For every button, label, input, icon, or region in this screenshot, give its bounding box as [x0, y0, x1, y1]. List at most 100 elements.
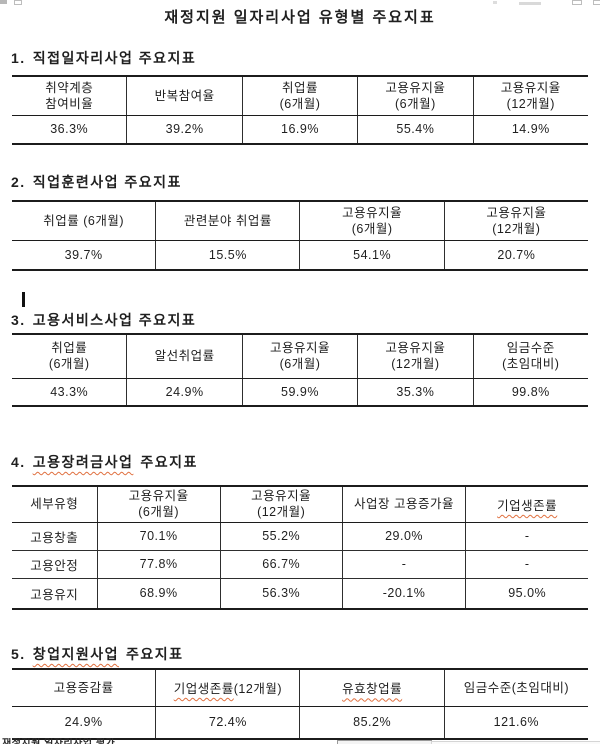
table-header-row: 취업률 (6개월) 관련분야 취업률 고용유지율 (6개월) 고용유지율 (12…	[12, 201, 588, 241]
footer-clipped-text: 재정지원 일자리사업 평가	[2, 738, 116, 744]
header-cell: 고용유지율 (6개월)	[96, 486, 221, 523]
data-cell: 29.0%	[341, 522, 467, 550]
data-cell: -	[465, 522, 588, 550]
data-cell: 77.8%	[96, 549, 221, 578]
row-category-cell: 고용안정	[12, 549, 98, 578]
horizontal-scrollbar-partial[interactable]	[431, 741, 600, 744]
header-cell: 취약계층 참여비율	[12, 76, 128, 116]
ruler-artifact	[493, 1, 497, 4]
header-misspelled: 기업생존률	[497, 498, 558, 513]
header-cell: 관련분야 취업률	[155, 201, 301, 241]
table-employment-services: 취업률 (6개월) 알선취업률 고용유지율 (6개월) 고용유지율 (12개월)…	[12, 333, 588, 407]
data-cell: 24.9%	[12, 706, 157, 739]
header-cell: 고용유지율 (6개월)	[299, 201, 445, 241]
data-cell: 68.9%	[96, 577, 221, 609]
bottom-tab-partial[interactable]	[337, 740, 432, 744]
table-header-row: 취약계층 참여비율 반복참여율 취업률 (6개월) 고용유지율 (6개월) 고용…	[12, 76, 588, 116]
header-cell: 고용유지율 (12개월)	[357, 334, 474, 379]
table-startup-support: 고용증감률 기업생존률(12개월) 유효창업률 임금수준(초임대비) 24.9%…	[12, 668, 588, 740]
table-employment-incentives: 세부유형 고용유지율 (6개월) 고용유지율 (12개월) 사업장 고용증가율 …	[12, 485, 588, 610]
heading-number: 5.	[11, 646, 26, 662]
table-vocational-training: 취업률 (6개월) 관련분야 취업률 고용유지율 (6개월) 고용유지율 (12…	[12, 200, 588, 271]
data-cell: 54.1%	[299, 240, 445, 270]
header-cell: 고용유지율 (6개월)	[357, 76, 474, 116]
data-cell: -20.1%	[341, 577, 467, 609]
ruler-artifact	[519, 2, 541, 5]
header-cell: 반복참여율	[126, 76, 243, 116]
header-cell: 취업률 (6개월)	[12, 201, 157, 241]
header-cell: 취업률 (6개월)	[12, 334, 128, 379]
heading-number: 4.	[11, 454, 26, 470]
heading-text: 주요지표	[140, 454, 198, 470]
table-header-row: 세부유형 고용유지율 (6개월) 고용유지율 (12개월) 사업장 고용증가율 …	[12, 486, 588, 523]
data-cell: 20.7%	[443, 240, 588, 270]
row-category-cell: 고용유지	[12, 577, 98, 609]
data-cell: 39.2%	[126, 115, 243, 144]
header-cell: 사업장 고용증가율	[341, 486, 467, 523]
heading-misspelled-word: 고용장려금사업	[32, 454, 134, 470]
data-cell: 43.3%	[12, 378, 128, 406]
section-heading-2: 2. 직업훈련사업 주요지표	[11, 172, 182, 192]
data-cell: 59.9%	[241, 378, 359, 406]
text-cursor	[22, 292, 25, 307]
section-heading-3: 3. 고용서비스사업 주요지표	[11, 310, 196, 330]
heading-text: 고용서비스사업 주요지표	[32, 312, 197, 328]
data-cell: 14.9%	[472, 115, 588, 144]
header-cell: 고용유지율 (12개월)	[472, 76, 588, 116]
ruler-artifact	[14, 0, 22, 5]
data-cell: 15.5%	[155, 240, 301, 270]
table-row: 24.9% 72.4% 85.2% 121.6%	[12, 706, 588, 739]
data-cell: -	[341, 549, 467, 578]
heading-text: 직업훈련사업 주요지표	[32, 174, 182, 190]
header-misspelled: 기업생존률	[173, 682, 234, 697]
page-title: 재정지원 일자리사업 유형별 주요지표	[164, 9, 436, 26]
header-cell: 기업생존률(12개월)	[155, 669, 301, 707]
data-cell: 36.3%	[12, 115, 128, 144]
ruler-artifact	[593, 0, 600, 5]
data-cell: 70.1%	[96, 522, 221, 550]
heading-misspelled-word: 창업지원사업	[32, 646, 119, 662]
header-cell: 알선취업률	[126, 334, 243, 379]
footer-strip: 재정지원 일자리사업 평가	[0, 738, 600, 744]
data-cell: 24.9%	[126, 378, 243, 406]
header-cell: 임금수준 (초임대비)	[472, 334, 588, 379]
row-category-cell: 고용창출	[12, 522, 98, 550]
section-heading-1: 1. 직접일자리사업 주요지표	[11, 48, 196, 68]
data-cell: 95.0%	[465, 577, 588, 609]
ruler-artifact	[572, 0, 582, 5]
table-row: 고용유지 68.9% 56.3% -20.1% 95.0%	[12, 577, 588, 609]
heading-number: 3.	[11, 312, 26, 328]
heading-number: 2.	[11, 174, 26, 190]
table-row: 39.7% 15.5% 54.1% 20.7%	[12, 240, 588, 270]
data-cell: 121.6%	[443, 706, 588, 739]
data-cell: 56.3%	[219, 577, 343, 609]
header-cell: 고용유지율 (12개월)	[443, 201, 588, 241]
data-cell: 16.9%	[241, 115, 359, 144]
table-header-row: 취업률 (6개월) 알선취업률 고용유지율 (6개월) 고용유지율 (12개월)…	[12, 334, 588, 379]
header-cell: 취업률 (6개월)	[241, 76, 359, 116]
table-row: 고용창출 70.1% 55.2% 29.0% -	[12, 522, 588, 550]
data-cell: 39.7%	[12, 240, 157, 270]
heading-number: 1.	[11, 50, 26, 66]
table-row: 43.3% 24.9% 59.9% 35.3% 99.8%	[12, 378, 588, 406]
header-cell: 세부유형	[12, 486, 98, 523]
header-cell: 고용유지율 (12개월)	[219, 486, 343, 523]
heading-text: 주요지표	[125, 646, 184, 662]
data-cell: 85.2%	[299, 706, 445, 739]
section-heading-4: 4. 고용장려금사업 주요지표	[11, 452, 198, 472]
data-cell: 55.4%	[357, 115, 474, 144]
data-cell: 66.7%	[219, 549, 343, 578]
data-cell: -	[465, 549, 588, 578]
header-cell: 고용유지율 (6개월)	[241, 334, 359, 379]
data-cell: 99.8%	[472, 378, 588, 406]
header-misspelled: 유효창업률	[342, 682, 403, 697]
header-cell: 기업생존률	[465, 486, 588, 523]
section-heading-5: 5. 창업지원사업 주요지표	[11, 644, 184, 664]
table-direct-jobs: 취약계층 참여비율 반복참여율 취업률 (6개월) 고용유지율 (6개월) 고용…	[12, 75, 588, 145]
table-row: 36.3% 39.2% 16.9% 55.4% 14.9%	[12, 115, 588, 144]
header-cell: 유효창업률	[299, 669, 445, 707]
data-cell: 35.3%	[357, 378, 474, 406]
table-header-row: 고용증감률 기업생존률(12개월) 유효창업률 임금수준(초임대비)	[12, 669, 588, 707]
table-row: 고용안정 77.8% 66.7% - -	[12, 549, 588, 578]
